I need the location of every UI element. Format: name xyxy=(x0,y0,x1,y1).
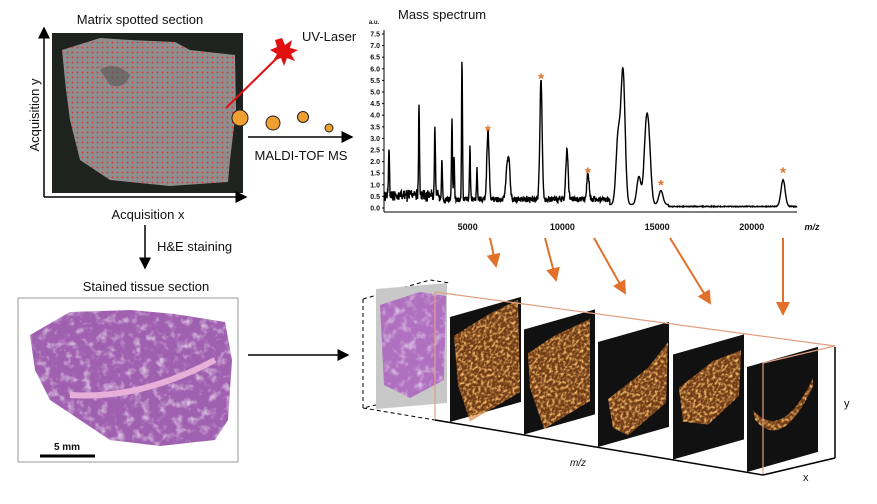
x-tick-label: 20000 xyxy=(739,222,764,232)
y-tick-label: 3.5 xyxy=(370,124,380,131)
acquisition-x-label: Acquisition x xyxy=(112,207,185,222)
ms-image-slice xyxy=(524,309,595,435)
y-tick-label: 5.0 xyxy=(370,90,380,97)
cube-y-label: y xyxy=(844,398,850,410)
ion-particles xyxy=(231,109,334,133)
y-tick-label: 6.0 xyxy=(370,66,380,73)
peak-marker-asterisk: * xyxy=(538,70,544,87)
peak-marker-asterisk: * xyxy=(780,164,786,181)
acquisition-y-label: Acquisition y xyxy=(27,78,42,151)
laser-beam xyxy=(225,56,279,109)
peak-marker-asterisk: * xyxy=(485,123,491,140)
y-tick-label: 4.5 xyxy=(370,101,380,108)
y-unit-label: a.u. xyxy=(369,20,380,26)
ms-image-slice xyxy=(450,296,521,422)
ms-image-slice xyxy=(598,321,669,447)
spectrum-title: Mass spectrum xyxy=(398,7,486,22)
x-tick-label: 10000 xyxy=(550,222,575,232)
y-tick-label: 7.5 xyxy=(370,32,380,39)
x-tick-label: 15000 xyxy=(645,222,670,232)
ms-image-slice xyxy=(747,346,818,472)
y-tick-label: 4.0 xyxy=(370,113,380,120)
peak-marker-asterisk: * xyxy=(658,177,664,194)
cube-mz-label: m/z xyxy=(570,458,586,469)
y-tick-label: 2.0 xyxy=(370,159,380,166)
image-cube xyxy=(362,279,836,476)
y-tick-label: 0.0 xyxy=(370,206,380,213)
x-tick-label: 5000 xyxy=(458,222,478,232)
uv-laser-label: UV-Laser xyxy=(302,29,357,44)
cube-x-label: x xyxy=(803,472,809,484)
staining-label: H&E staining xyxy=(157,239,232,254)
y-tick-label: 1.5 xyxy=(370,171,380,178)
spectrum-chart: 0.0 0.5 1.0 1.5 2.0 2.5 3.0 3.5 4.0 4.5 5.0 5.5 6.0 6… xyxy=(370,30,798,232)
peak-marker-asterisk: * xyxy=(585,164,591,181)
y-tick-label: 2.5 xyxy=(370,148,380,155)
y-tick-label: 6.5 xyxy=(370,55,380,62)
spectrum-line xyxy=(383,61,798,209)
laser-burst-icon xyxy=(270,38,298,66)
x-axis-label: m/z xyxy=(804,222,820,232)
y-tick-label: 7.0 xyxy=(370,43,380,50)
y-tick-label: 1.0 xyxy=(370,182,380,189)
ms-image-slice xyxy=(673,334,744,460)
matrix-section-image xyxy=(52,33,243,193)
stained-section-title: Stained tissue section xyxy=(83,279,209,294)
y-tick-label: 5.5 xyxy=(370,78,380,85)
y-tick-label: 0.5 xyxy=(370,194,380,201)
maldi-tof-label: MALDI-TOF MS xyxy=(255,148,348,163)
scale-bar-label: 5 mm xyxy=(54,442,80,453)
y-tick-label: 3.0 xyxy=(370,136,380,143)
matrix-section-title: Matrix spotted section xyxy=(77,12,203,27)
peak-connectors xyxy=(486,237,790,316)
stained-section-image xyxy=(17,297,239,463)
